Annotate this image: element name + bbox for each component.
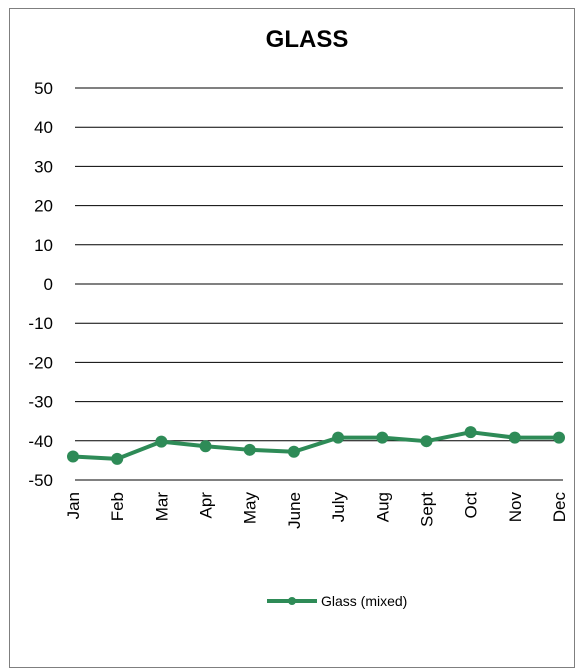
x-tick-label: Sept	[417, 492, 436, 527]
y-tick-label: 10	[34, 236, 53, 255]
x-tick-label: July	[329, 492, 348, 523]
data-point	[508, 431, 521, 444]
y-tick-label: -30	[28, 393, 53, 412]
chart-frame	[9, 8, 575, 668]
data-point	[243, 443, 256, 456]
data-point	[420, 435, 433, 448]
y-tick-label: -40	[28, 432, 53, 451]
y-axis-ticks: 50 40 30 20 10 0 -10 -20 -30 -40 -50	[28, 79, 53, 490]
y-tick-label: -50	[28, 471, 53, 490]
data-point	[111, 452, 124, 465]
series-layer	[67, 426, 565, 465]
x-tick-label: Nov	[506, 492, 525, 523]
x-tick-label: Apr	[197, 492, 216, 519]
data-point	[376, 431, 389, 444]
x-tick-label: Mar	[152, 492, 171, 522]
data-point	[67, 450, 79, 463]
legend-label: Glass (mixed)	[321, 593, 407, 609]
x-tick-label: June	[285, 492, 304, 529]
data-point	[332, 431, 345, 444]
data-point	[155, 435, 168, 448]
y-tick-label: 50	[34, 79, 53, 98]
y-tick-label: 0	[44, 275, 53, 294]
data-point	[464, 426, 477, 439]
x-tick-label: Aug	[373, 492, 392, 522]
x-tick-label: Feb	[108, 492, 127, 521]
y-tick-label: -20	[28, 353, 53, 372]
y-tick-label: 30	[34, 157, 53, 176]
legend-marker	[288, 597, 296, 605]
x-tick-label: Dec	[550, 492, 569, 523]
y-tick-label: 20	[34, 197, 53, 216]
series-line	[72, 430, 559, 461]
legend: Glass (mixed)	[267, 593, 407, 609]
gridlines	[75, 87, 563, 481]
y-tick-label: -10	[28, 314, 53, 333]
chart-title: GLASS	[266, 26, 349, 53]
data-point	[199, 440, 212, 453]
data-point	[287, 445, 300, 458]
data-point	[553, 431, 565, 444]
x-axis-ticks: Jan Feb Mar Apr May June July Aug Sept Oct Nov Dec	[64, 492, 569, 529]
x-tick-label: Oct	[462, 492, 481, 519]
x-tick-label: May	[241, 492, 260, 525]
y-tick-label: 40	[34, 118, 53, 137]
x-tick-label: Jan	[64, 492, 83, 519]
